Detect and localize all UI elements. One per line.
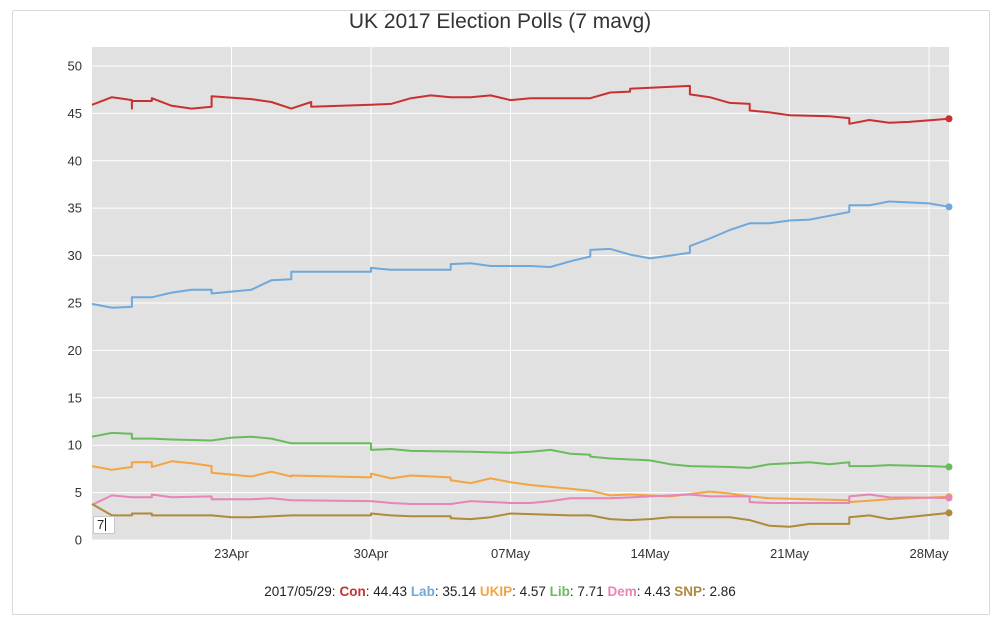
legend-entry-lab: Lab: 35.14 bbox=[411, 584, 480, 599]
legend-series-name: Con bbox=[339, 584, 366, 599]
y-tick-label: 50 bbox=[68, 58, 82, 73]
legend-series-value: : 2.86 bbox=[702, 584, 736, 599]
series-point-dem[interactable] bbox=[945, 494, 953, 502]
series-line-lab bbox=[91, 200, 950, 309]
legend-series-name: Dem bbox=[607, 584, 637, 599]
y-tick-label: 5 bbox=[75, 485, 82, 500]
series-line-dem bbox=[91, 493, 950, 506]
y-tick-label: 15 bbox=[68, 390, 82, 405]
legend-series-name: UKIP bbox=[479, 584, 513, 599]
series-line-con bbox=[91, 84, 950, 125]
y-tick-label: 25 bbox=[68, 295, 82, 310]
y-tick-label: 40 bbox=[68, 153, 82, 168]
series-point-snp[interactable] bbox=[945, 509, 953, 517]
x-tick-label: 21May bbox=[770, 546, 810, 561]
legend-entry-lib: Lib: 7.71 bbox=[550, 584, 608, 599]
legend-series-value: : 35.14 bbox=[434, 584, 480, 599]
legend-entry-snp: SNP: 2.86 bbox=[674, 584, 736, 599]
series-point-con[interactable] bbox=[945, 115, 953, 123]
y-tick-label: 10 bbox=[68, 438, 82, 453]
legend-entry-dem: Dem: 4.43 bbox=[607, 584, 674, 599]
x-tick-label: 14May bbox=[631, 546, 671, 561]
y-tick-label: 45 bbox=[68, 106, 82, 121]
y-tick-label: 0 bbox=[75, 533, 82, 548]
series-line-snp bbox=[91, 503, 950, 528]
legend-entry-con: Con: 44.43 bbox=[340, 584, 411, 599]
y-tick-label: 35 bbox=[68, 201, 82, 216]
x-tick-label: 30Apr bbox=[354, 546, 389, 561]
series-line-ukip bbox=[91, 460, 950, 504]
y-tick-label: 30 bbox=[68, 248, 82, 263]
legend-entry-ukip: UKIP: 4.57 bbox=[480, 584, 550, 599]
legend-series-value: : 44.43 bbox=[365, 584, 411, 599]
text-caret bbox=[105, 518, 107, 531]
chart-legend: 2017/05/29: Con: 44.43 Lab: 35.14 UKIP: 4… bbox=[0, 584, 1000, 599]
legend-series-value: : 4.57 bbox=[512, 584, 550, 599]
x-tick-label: 23Apr bbox=[214, 546, 249, 561]
series-point-lab[interactable] bbox=[945, 203, 953, 211]
rolling-period-value: 7 bbox=[97, 517, 105, 532]
x-tick-label: 07May bbox=[491, 546, 531, 561]
legend-series-value: : 4.43 bbox=[636, 584, 675, 599]
rolling-period-input[interactable]: 7 bbox=[93, 516, 115, 534]
x-tick-label: 28May bbox=[910, 546, 950, 561]
legend-series-value: : 7.71 bbox=[569, 584, 608, 599]
legend-series-name: Lib bbox=[549, 584, 570, 599]
legend-date: 2017/05/29: bbox=[264, 584, 336, 599]
series-point-lib[interactable] bbox=[945, 463, 953, 471]
plot-area bbox=[92, 47, 949, 540]
series-line-lib bbox=[91, 431, 950, 469]
y-tick-label: 20 bbox=[68, 343, 82, 358]
chart-title: UK 2017 Election Polls (7 mavg) bbox=[348, 10, 652, 33]
legend-series-name: SNP bbox=[674, 584, 703, 599]
legend-series-name: Lab bbox=[410, 584, 435, 599]
